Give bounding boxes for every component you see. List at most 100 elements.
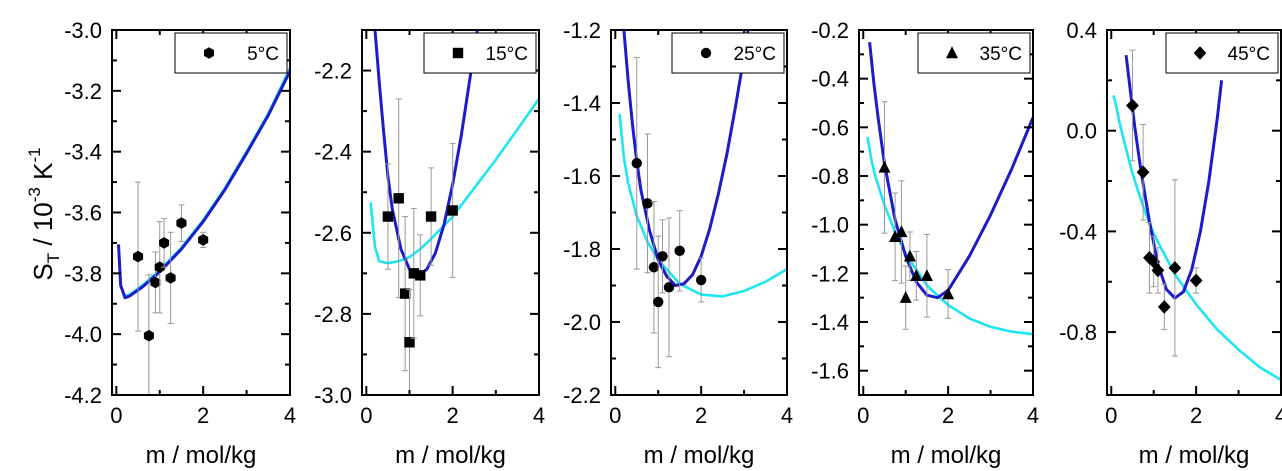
data-point-8 [447, 205, 458, 216]
legend-label: 25°C [734, 44, 776, 65]
legend-marker [204, 47, 214, 59]
x-axis-label: m / mol/kg [146, 442, 257, 469]
y-tick-label: -2.6 [314, 221, 352, 246]
x-tick-label: 2 [197, 403, 209, 428]
legend-box [671, 32, 785, 74]
x-tick-label: 4 [533, 403, 545, 428]
x-tick-label: 0 [360, 403, 372, 428]
data-point-8 [1189, 273, 1203, 288]
x-tick-label: 0 [609, 403, 621, 428]
x-tick-label: 4 [781, 403, 793, 428]
x-axis-label: m / mol/kg [891, 442, 1002, 469]
legend-marker [452, 47, 464, 59]
x-tick-label: 4 [1275, 403, 1282, 428]
data-point-7 [1168, 261, 1182, 275]
legend-box [423, 32, 537, 74]
data-point-3 [150, 276, 161, 289]
fit-curve-blue [868, 42, 1033, 300]
y-tick-label: -1.4 [811, 310, 849, 335]
data-point-3 [399, 288, 411, 299]
data-point-1 [133, 250, 144, 263]
legend: 15°C [423, 32, 537, 74]
y-tick-label: -0.4 [1059, 219, 1097, 244]
legend-label: 45°C [1228, 44, 1270, 65]
data-point-3 [895, 225, 908, 238]
plot-frame [361, 29, 540, 396]
data-point-4 [404, 337, 415, 348]
fit-curves [117, 67, 290, 300]
y-tick-label: -0.4 [811, 67, 849, 92]
x-tick-label: 2 [1190, 403, 1202, 428]
plot-frame [1106, 29, 1282, 396]
legend: 5°C [174, 32, 288, 74]
x-axis-label: m / mol/kg [1139, 442, 1250, 469]
y-tick-label: -3.6 [64, 201, 102, 226]
data-point-2 [1136, 165, 1150, 180]
chart-panel-5: 0.4 0.0 -0.4 -0.8 0 2 4 m / mol/kg 45°C [1059, 18, 1282, 469]
legend: 25°C [671, 32, 785, 74]
data-point-4 [653, 296, 664, 308]
data-point-6 [663, 282, 675, 293]
legend-label: 5°C [247, 44, 279, 65]
data-point-2 [642, 198, 653, 209]
data-point-8 [198, 234, 209, 246]
legend-box [174, 32, 288, 74]
data-points [133, 181, 209, 395]
data-point-7 [425, 211, 437, 222]
data-point-6 [910, 269, 923, 281]
data-point-2 [393, 193, 404, 204]
y-tick-label: -3.2 [64, 79, 102, 104]
y-tick-label: 0.0 [1066, 119, 1097, 144]
data-point-7 [176, 217, 187, 229]
legend-marker [1193, 46, 1207, 60]
legend: 35°C [917, 32, 1031, 74]
y-tick-label: -2.8 [314, 302, 352, 327]
fit-curve-blue [1124, 55, 1224, 300]
y-tick-label: -1.2 [811, 261, 849, 286]
data-point-3 [648, 262, 660, 273]
x-tick-label: 4 [284, 403, 296, 428]
y-tick-label: -3.4 [64, 140, 102, 165]
data-point-4 [899, 290, 912, 303]
y-tick-label: -2.0 [563, 310, 601, 335]
data-points [1126, 49, 1203, 357]
x-tick-label: 4 [1027, 403, 1039, 428]
y-tick-label: -1.2 [563, 18, 601, 43]
data-point-7 [674, 245, 685, 257]
y-tick-label: -0.6 [811, 115, 849, 140]
fit-curve-blue [117, 70, 290, 300]
y-tick-label: -1.0 [811, 213, 849, 238]
x-axis-label: m / mol/kg [644, 442, 755, 469]
fit-curves [1112, 55, 1281, 382]
x-tick-label: 0 [857, 403, 869, 428]
y-tick-label: -1.8 [563, 237, 601, 262]
chart-panel-4: -0.2 -0.4 -0.6 -0.8 -1.0 -1.2 -1.4 -1.6 0 2 4 m / m… [811, 18, 1039, 469]
plot-frame [111, 29, 291, 396]
y-tick-label: -2.4 [314, 140, 352, 165]
y-tick-label: -3.8 [64, 261, 102, 286]
y-tick-label: -0.8 [811, 164, 849, 189]
chart-panel-2: -2.2 -2.4 -2.6 -2.8 -3.0 0 2 4 m / mol/kg 15°C [314, 29, 545, 469]
x-axis-label: m / mol/kg [395, 442, 506, 469]
y-tick-label: -1.6 [811, 359, 849, 384]
x-tick-label: 2 [695, 403, 707, 428]
y-tick-label: 0.4 [1066, 18, 1097, 43]
y-tick-label: -0.2 [811, 18, 849, 43]
data-point-1 [631, 158, 642, 169]
y-tick-label: -1.4 [563, 91, 601, 116]
data-point-5 [159, 237, 170, 249]
chart-panel-3: -1.2 -1.4 -1.6 -1.8 -2.0 -2.2 0 2 4 m / mol/kg 25°… [563, 18, 793, 469]
legend-marker [700, 47, 712, 59]
y-tick-label: -3.0 [64, 18, 102, 43]
data-point-2 [889, 230, 902, 243]
y-tick-label: -1.6 [563, 164, 601, 189]
legend-marker [946, 46, 958, 59]
data-point-1 [878, 160, 891, 173]
data-point-4 [154, 261, 165, 273]
data-point-6 [1157, 300, 1171, 314]
data-point-2 [143, 329, 154, 342]
x-tick-label: 2 [942, 403, 954, 428]
data-point-1 [382, 211, 394, 222]
y-tick-label: -4.2 [64, 383, 102, 408]
